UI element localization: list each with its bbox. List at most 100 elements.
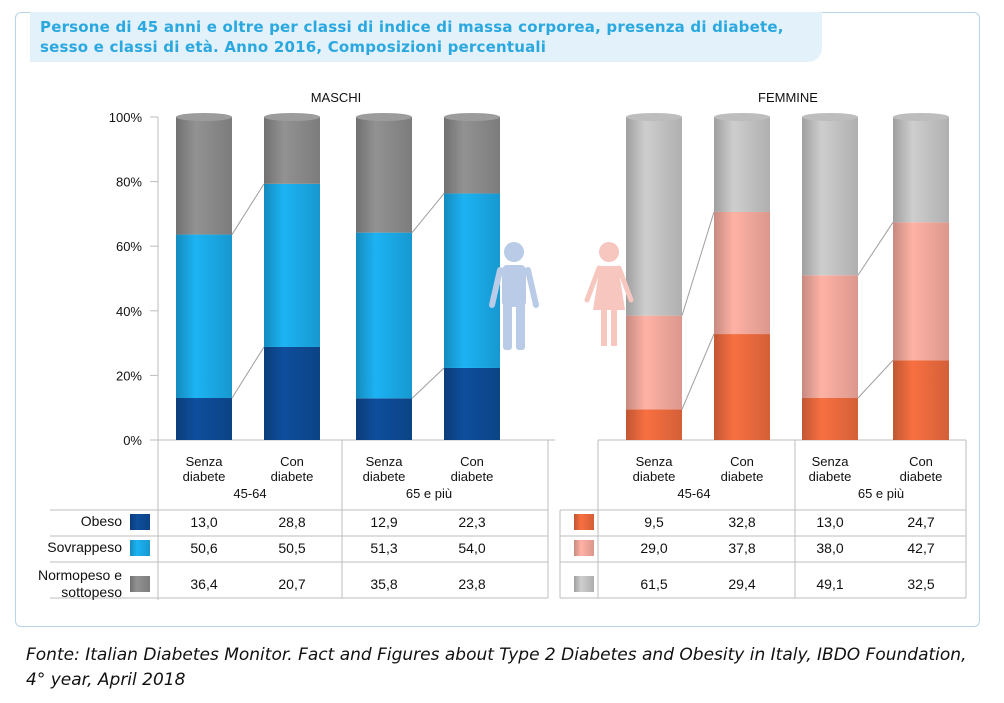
bar-cap bbox=[356, 113, 412, 121]
table-value: 51,3 bbox=[370, 540, 397, 556]
table-value: 9,5 bbox=[644, 514, 664, 530]
bar-segment bbox=[714, 117, 770, 212]
table-value: 29,0 bbox=[640, 540, 667, 556]
source-line1: Fonte: Italian Diabetes Monitor. Fact an… bbox=[26, 645, 967, 665]
y-tick-label: 40% bbox=[116, 304, 142, 319]
bar-segment bbox=[176, 234, 232, 399]
bar-segment bbox=[714, 334, 770, 440]
connector-line bbox=[681, 211, 715, 316]
table-value: 50,6 bbox=[190, 540, 217, 556]
table-value: 50,5 bbox=[278, 540, 305, 556]
bar-segment bbox=[893, 222, 949, 361]
person-arm bbox=[489, 267, 503, 308]
table-value: 42,7 bbox=[907, 540, 934, 556]
bar-segment bbox=[444, 116, 500, 194]
bar-category-label: Senza bbox=[186, 454, 224, 469]
table-value: 24,7 bbox=[907, 514, 934, 530]
group-title: FEMMINE bbox=[758, 90, 818, 105]
y-tick-label: 80% bbox=[116, 175, 142, 190]
person-body bbox=[593, 266, 625, 310]
bar-category-label: diabete bbox=[809, 469, 852, 484]
person-arm bbox=[616, 265, 634, 303]
connector-line bbox=[681, 333, 715, 410]
bar-segment bbox=[176, 117, 232, 235]
person-head bbox=[599, 242, 619, 262]
person-leg bbox=[516, 300, 525, 350]
bar-cap bbox=[714, 113, 770, 121]
bar-category-label: diabete bbox=[633, 469, 676, 484]
legend-swatch bbox=[130, 576, 150, 592]
y-tick-label: 20% bbox=[116, 368, 142, 383]
bar-segment bbox=[626, 315, 682, 410]
y-tick-label: 100% bbox=[109, 110, 143, 125]
group-title: MASCHI bbox=[311, 90, 362, 105]
bar-category-label: Senza bbox=[636, 454, 674, 469]
bar-segment bbox=[356, 117, 412, 233]
bar-segment bbox=[893, 360, 949, 440]
table-value: 12,9 bbox=[370, 514, 397, 530]
table-value: 35,8 bbox=[370, 576, 397, 592]
title-box bbox=[30, 12, 822, 62]
bar-segment bbox=[444, 367, 500, 440]
bar-segment bbox=[176, 398, 232, 440]
bar-segment bbox=[802, 275, 858, 399]
bar-segment bbox=[356, 232, 412, 399]
legend-label: sottopeso bbox=[61, 584, 122, 600]
bar-cap bbox=[893, 113, 949, 121]
bar-category-label: diabete bbox=[363, 469, 406, 484]
age-class-label: 65 e più bbox=[858, 486, 904, 501]
bar-category-label: diabete bbox=[721, 469, 764, 484]
person-arm bbox=[525, 267, 539, 308]
table-value: 13,0 bbox=[816, 514, 843, 530]
person-leg bbox=[611, 308, 617, 346]
bar-segment bbox=[802, 116, 858, 276]
bar-segment bbox=[626, 117, 682, 316]
bar-category-label: Con bbox=[909, 454, 933, 469]
bar-segment bbox=[264, 117, 320, 184]
legend-label: Obeso bbox=[81, 513, 122, 529]
table-value: 20,7 bbox=[278, 576, 305, 592]
bar-category-label: Con bbox=[280, 454, 304, 469]
table-value: 61,5 bbox=[640, 576, 667, 592]
table-value: 22,3 bbox=[458, 514, 485, 530]
bar-segment bbox=[356, 398, 412, 440]
person-body bbox=[502, 265, 526, 307]
bar-category-label: Senza bbox=[366, 454, 404, 469]
table-value: 36,4 bbox=[190, 576, 217, 592]
male-person-icon bbox=[489, 242, 539, 350]
bar-segment bbox=[264, 183, 320, 347]
bar-cap bbox=[802, 113, 858, 121]
table-value: 23,8 bbox=[458, 576, 485, 592]
chart-title-line2: sesso e classi di età. Anno 2016, Compos… bbox=[40, 38, 547, 56]
person-head bbox=[504, 242, 524, 262]
age-class-label: 45-64 bbox=[233, 486, 266, 501]
bar-segment bbox=[626, 409, 682, 440]
age-class-label: 65 e più bbox=[406, 486, 452, 501]
bar-segment bbox=[893, 117, 949, 223]
table-value: 32,8 bbox=[728, 514, 755, 530]
bar-cap bbox=[626, 113, 682, 121]
table-value: 38,0 bbox=[816, 540, 843, 556]
table-value: 49,1 bbox=[816, 576, 843, 592]
y-tick-label: 0% bbox=[123, 433, 142, 448]
bar-category-label: Con bbox=[460, 454, 484, 469]
legend-swatch bbox=[574, 514, 594, 530]
person-leg bbox=[503, 300, 512, 350]
bar-cap bbox=[264, 113, 320, 121]
bar-segment bbox=[444, 193, 500, 368]
table-value: 28,8 bbox=[278, 514, 305, 530]
bar-category-label: diabete bbox=[183, 469, 226, 484]
bar-category-label: diabete bbox=[451, 469, 494, 484]
bar-cap bbox=[444, 113, 500, 121]
table-value: 37,8 bbox=[728, 540, 755, 556]
legend-swatch bbox=[574, 576, 594, 592]
legend-swatch bbox=[130, 514, 150, 530]
connector-line bbox=[411, 193, 445, 233]
person-arm bbox=[584, 265, 602, 303]
bar-segment bbox=[802, 398, 858, 440]
connector-line bbox=[231, 183, 265, 235]
chart-title: Persone di 45 anni e oltre per classi di… bbox=[40, 17, 820, 57]
age-class-label: 45-64 bbox=[677, 486, 710, 501]
bar-segment bbox=[264, 346, 320, 440]
y-tick-label: 60% bbox=[116, 239, 142, 254]
